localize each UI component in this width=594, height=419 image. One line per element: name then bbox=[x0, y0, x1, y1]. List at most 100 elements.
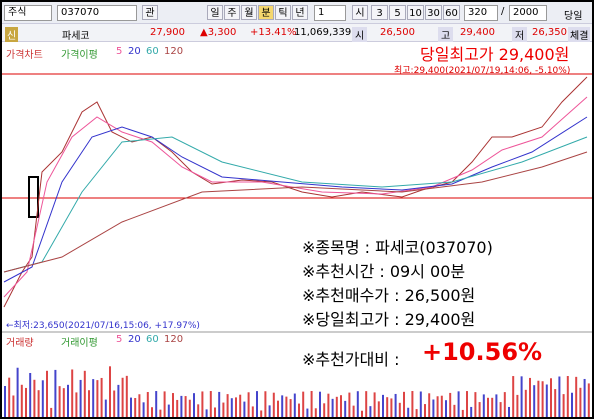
open-label: 시 bbox=[352, 27, 368, 42]
change: ▲3,300 bbox=[200, 27, 237, 38]
minute-button[interactable]: 60 bbox=[443, 5, 460, 20]
volume-bar bbox=[71, 369, 74, 417]
trade-button[interactable]: 체결 bbox=[568, 27, 591, 42]
volume-bar bbox=[545, 384, 548, 417]
ma-period: 120 bbox=[164, 334, 184, 345]
minute-button[interactable]: 10 bbox=[407, 5, 424, 20]
volume-bar bbox=[491, 397, 494, 417]
group-button[interactable]: 관 bbox=[142, 5, 158, 20]
volume-bar bbox=[230, 398, 233, 417]
volume-bar bbox=[445, 400, 447, 417]
ma-5 bbox=[3, 96, 588, 298]
ma-period: 120 bbox=[164, 46, 184, 57]
high-note: 최고:29,400(2021/07/19,14:06, -5.10%) bbox=[394, 66, 571, 76]
period-count[interactable]: 1 bbox=[314, 5, 346, 21]
volume-bar bbox=[516, 394, 519, 417]
code-input[interactable]: 037070 bbox=[57, 5, 137, 21]
volume-bar bbox=[100, 377, 103, 417]
volume-bar bbox=[109, 366, 111, 417]
minute-button[interactable]: 3 bbox=[371, 5, 388, 20]
volume-bar bbox=[470, 406, 473, 417]
volume-bar bbox=[247, 392, 250, 417]
volume-bar bbox=[335, 396, 338, 417]
volume-bar bbox=[394, 393, 397, 417]
period-button[interactable]: 일 bbox=[207, 5, 223, 20]
legend-item: 가격이평 bbox=[61, 50, 98, 61]
volume-bar bbox=[62, 388, 65, 417]
stock-name: 파세코 bbox=[62, 31, 90, 42]
volume-bar bbox=[466, 391, 468, 417]
today-toggle[interactable]: 당일 bbox=[564, 11, 583, 22]
open: 26,500 bbox=[380, 27, 415, 38]
rec-line: ※당일최고가 : 29,400원 bbox=[302, 310, 476, 329]
volume-bar bbox=[33, 379, 36, 417]
volume-bar bbox=[142, 402, 145, 417]
volume-bar bbox=[419, 391, 422, 417]
low-note: ←최저:23,650(2021/07/16,15:06, +17.97%) bbox=[6, 321, 200, 331]
volume-bar bbox=[541, 381, 544, 417]
volume-bar bbox=[167, 404, 170, 417]
volume-bar bbox=[327, 393, 330, 417]
volume-bar bbox=[46, 370, 48, 417]
volume-bar bbox=[352, 405, 355, 417]
volume-bar bbox=[272, 392, 275, 417]
minute-button[interactable]: 5 bbox=[389, 5, 406, 20]
period-button[interactable]: 틱 bbox=[275, 5, 291, 20]
minute-button[interactable]: 30 bbox=[425, 5, 442, 20]
volume-bar bbox=[12, 395, 15, 417]
volume-bar bbox=[130, 397, 132, 417]
volume-bar bbox=[449, 392, 452, 417]
low: 26,350 bbox=[532, 27, 567, 38]
volume-bar bbox=[75, 392, 78, 417]
badge: 신 bbox=[5, 27, 19, 42]
volume-bar bbox=[4, 386, 6, 417]
volume-bar bbox=[251, 406, 254, 417]
volume-bar bbox=[390, 398, 393, 417]
volume-bar bbox=[83, 370, 86, 417]
ma-120 bbox=[3, 151, 588, 273]
volume-bar bbox=[432, 399, 435, 417]
market-select[interactable]: 주식 bbox=[4, 5, 52, 21]
volume-bar bbox=[20, 384, 23, 417]
volume-bar bbox=[512, 376, 515, 417]
headline: 당일최고가 29,400원 bbox=[420, 45, 570, 64]
volume-bar bbox=[554, 389, 557, 417]
volume-bar bbox=[550, 378, 552, 417]
volume-bar bbox=[344, 400, 347, 417]
volume-bar bbox=[239, 394, 242, 417]
volume-bar bbox=[180, 395, 183, 417]
total-count[interactable]: 2000 bbox=[509, 5, 547, 21]
view-count[interactable]: 320 bbox=[464, 5, 498, 21]
volume-bar bbox=[478, 402, 481, 417]
chart-area bbox=[2, 73, 592, 417]
ma-60 bbox=[3, 136, 588, 273]
minutes-label[interactable]: 시 bbox=[352, 5, 368, 20]
volume-bar bbox=[285, 396, 288, 417]
volume-bar bbox=[29, 372, 32, 417]
period-button[interactable]: 주 bbox=[224, 5, 240, 20]
period-button[interactable]: 분 bbox=[258, 5, 274, 20]
legend-item: 거래량 bbox=[6, 338, 34, 349]
volume-bar bbox=[96, 380, 99, 417]
volume-bar bbox=[88, 390, 90, 417]
volume-bar bbox=[415, 409, 418, 417]
volume-bar bbox=[293, 393, 296, 417]
volume-bar bbox=[340, 395, 342, 417]
volume-bar bbox=[104, 399, 107, 417]
ma-period: 20 bbox=[128, 334, 141, 345]
volume-bar bbox=[113, 390, 116, 417]
low-label: 저 bbox=[512, 27, 528, 42]
volume-bar bbox=[67, 384, 69, 417]
period-button[interactable]: 년 bbox=[292, 5, 308, 20]
volume-bar bbox=[583, 378, 586, 417]
volume-bar bbox=[121, 377, 124, 417]
period-button[interactable]: 월 bbox=[241, 5, 257, 20]
volume-bar bbox=[474, 392, 477, 417]
volume-bar bbox=[243, 401, 246, 417]
high-label: 고 bbox=[438, 27, 454, 42]
volume-bar bbox=[298, 403, 300, 417]
volume-bar bbox=[520, 376, 523, 417]
volume-bar bbox=[356, 391, 359, 417]
volume-bar bbox=[361, 410, 363, 417]
volume-bar bbox=[222, 402, 225, 417]
